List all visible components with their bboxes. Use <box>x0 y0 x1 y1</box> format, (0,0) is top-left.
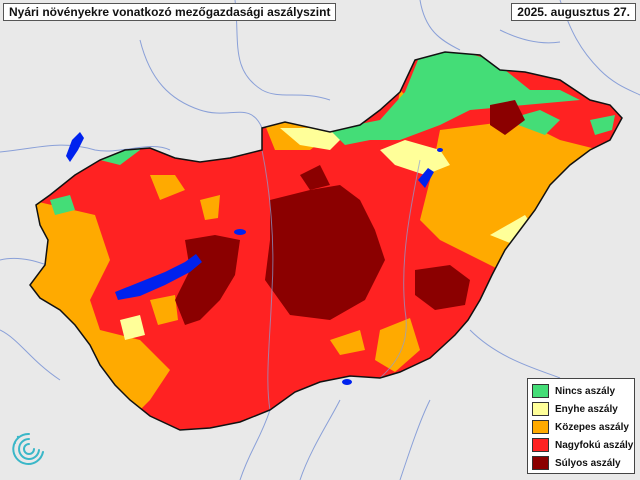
map-date: 2025. augusztus 27. <box>511 3 636 21</box>
legend: Nincs aszály Enyhe aszály Közepes aszály… <box>527 378 635 474</box>
country-border <box>29 51 623 431</box>
legend-item-no-drought: Nincs aszály <box>532 382 630 400</box>
legend-item-moderate: Közepes aszály <box>532 418 630 436</box>
legend-swatch <box>532 420 549 434</box>
legend-item-mild: Enyhe aszály <box>532 400 630 418</box>
legend-label: Nagyfokú aszály <box>555 439 634 451</box>
inner-rivers <box>261 149 421 411</box>
legend-swatch <box>532 438 549 452</box>
lake-velence <box>234 229 246 235</box>
legend-label: Nincs aszály <box>555 385 616 397</box>
lake-balaton <box>115 254 202 300</box>
legend-swatch <box>532 384 549 398</box>
small-reservoir <box>437 148 443 152</box>
small-lake <box>342 379 352 385</box>
legend-label: Közepes aszály <box>555 421 629 433</box>
legend-swatch <box>532 402 549 416</box>
legend-swatch <box>532 456 549 470</box>
map-title: Nyári növényekre vonatkozó mezőgazdasági… <box>3 3 337 21</box>
legend-item-extreme: Súlyos aszály <box>532 454 630 472</box>
legend-item-severe: Nagyfokú aszály <box>532 436 634 454</box>
swirl-logo-icon <box>12 432 44 465</box>
lake-tisza <box>418 168 434 188</box>
legend-label: Enyhe aszály <box>555 403 618 415</box>
legend-label: Súlyos aszály <box>555 457 621 469</box>
neusiedl-lake <box>66 132 84 162</box>
